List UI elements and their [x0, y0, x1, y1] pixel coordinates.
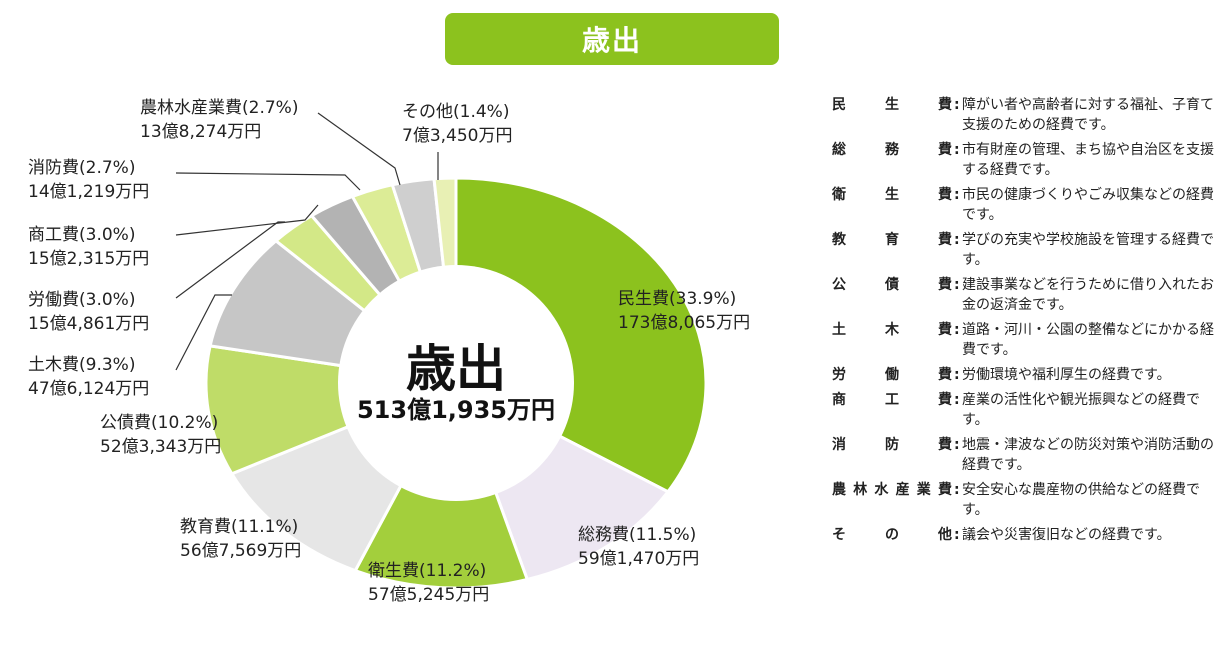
slice-label: 労働費(3.0%) [28, 290, 135, 310]
legend-term: 土木費 [832, 322, 952, 338]
legend-description: 市有財産の管理、まち協や自治区を支援する経費です。 [962, 142, 1214, 178]
slice-amount-label: 173億8,065万円 [618, 313, 750, 333]
legend-colon: : [954, 277, 960, 293]
legend-description: 建設事業などを行うために借り入れたお金の返済金です。 [962, 277, 1214, 313]
slice-label: 消防費(2.7%) [28, 158, 135, 178]
legend-term: 労働費 [832, 367, 952, 383]
slice-label: 農林水産業費(2.7%) [140, 98, 298, 118]
legend-row: 衛生費: 市民の健康づくりやごみ収集などの経費です。 [832, 185, 1220, 225]
legend-description: 市民の健康づくりやごみ収集などの経費です。 [962, 187, 1214, 223]
slice-amount-label: 56億7,569万円 [180, 541, 301, 561]
legend-description: 労働環境や福利厚生の経費です。 [962, 367, 1171, 383]
center-total: 513億1,935万円 [357, 396, 555, 424]
legend-term: 農林水産業費 [832, 482, 952, 498]
leader-line [175, 204, 319, 236]
legend-colon: : [954, 482, 960, 498]
legend-row: 土木費: 道路・河川・公園の整備などにかかる経費です。 [832, 320, 1220, 360]
legend-colon: : [954, 322, 960, 338]
slice-amount-label: 47億6,124万円 [28, 379, 149, 399]
chart-title-banner: 歳出 [445, 13, 779, 65]
legend-term: 公債費 [832, 277, 952, 293]
legend-term: 民生費 [832, 97, 952, 113]
banner-title: 歳出 [581, 24, 642, 57]
slice-label: 商工費(3.0%) [28, 225, 135, 245]
legend-term: 消防費 [832, 437, 952, 453]
slice-label: 民生費(33.9%) [618, 289, 736, 309]
legend-row: 民生費: 障がい者や高齢者に対する福祉、子育て支援のための経費です。 [832, 95, 1220, 135]
legend-description: 障がい者や高齢者に対する福祉、子育て支援のための経費です。 [962, 97, 1214, 133]
leader-lines [175, 112, 439, 371]
slice-label: 衛生費(11.2%) [368, 561, 486, 581]
slice-label: 土木費(9.3%) [28, 355, 135, 375]
slice-label: その他(1.4%) [402, 102, 509, 122]
legend-row: 公債費: 建設事業などを行うために借り入れたお金の返済金です。 [832, 275, 1220, 315]
slice-amount-label: 15億4,861万円 [28, 314, 149, 334]
center-title: 歳出 [406, 340, 506, 398]
legend-row: 商工費: 産業の活性化や観光振興などの経費です。 [832, 390, 1220, 430]
legend-row: 消防費: 地震・津波などの防災対策や消防活動の経費です。 [832, 435, 1220, 475]
legend-description: 道路・河川・公園の整備などにかかる経費です。 [962, 322, 1214, 358]
legend-colon: : [954, 97, 960, 113]
legend-colon: : [954, 437, 960, 453]
legend-term: 商工費 [832, 392, 952, 408]
slice-label: 教育費(11.1%) [180, 517, 298, 537]
leader-line [175, 172, 361, 191]
legend-row: 農林水産業費: 安全安心な農産物の供給などの経費です。 [832, 480, 1220, 520]
slice-amount-label: 15億2,315万円 [28, 249, 149, 269]
slice-amount-label: 7億3,450万円 [402, 126, 512, 146]
legend-description: 産業の活性化や観光振興などの経費です。 [962, 392, 1200, 428]
legend-term: 衛生費 [832, 187, 952, 203]
legend-colon: : [954, 187, 960, 203]
legend-colon: : [954, 367, 960, 383]
donut-hole [338, 265, 574, 501]
expenditure-legend: 民生費: 障がい者や高齢者に対する福祉、子育て支援のための経費です。総務費: 市有財… [832, 95, 1220, 550]
slice-amount-label: 59億1,470万円 [578, 549, 699, 569]
slice-amount-label: 57億5,245万円 [368, 585, 489, 605]
legend-term: その他 [832, 527, 952, 543]
slice-amount-label: 13億8,274万円 [140, 122, 261, 142]
legend-row: 労働費: 労働環境や福利厚生の経費です。 [832, 365, 1220, 385]
slice-amount-label: 14億1,219万円 [28, 182, 149, 202]
legend-description: 地震・津波などの防災対策や消防活動の経費です。 [962, 437, 1214, 473]
legend-colon: : [954, 392, 960, 408]
legend-description: 議会や災害復旧などの経費です。 [962, 527, 1171, 543]
slice-label: 公債費(10.2%) [100, 413, 218, 433]
legend-row: 教育費: 学びの充実や学校施設を管理する経費です。 [832, 230, 1220, 270]
legend-row: 総務費: 市有財産の管理、まち協や自治区を支援する経費です。 [832, 140, 1220, 180]
legend-term: 教育費 [832, 232, 952, 248]
slice-amount-label: 52億3,343万円 [100, 437, 221, 457]
legend-colon: : [954, 142, 960, 158]
leader-line [175, 294, 232, 371]
legend-colon: : [954, 527, 960, 543]
slice-label: 総務費(11.5%) [578, 525, 696, 545]
legend-row: その他: 議会や災害復旧などの経費です。 [832, 525, 1220, 545]
legend-description: 安全安心な農産物の供給などの経費です。 [962, 482, 1200, 518]
legend-description: 学びの充実や学校施設を管理する経費です。 [962, 232, 1214, 268]
legend-term: 総務費 [832, 142, 952, 158]
leader-line [317, 112, 401, 186]
legend-colon: : [954, 232, 960, 248]
